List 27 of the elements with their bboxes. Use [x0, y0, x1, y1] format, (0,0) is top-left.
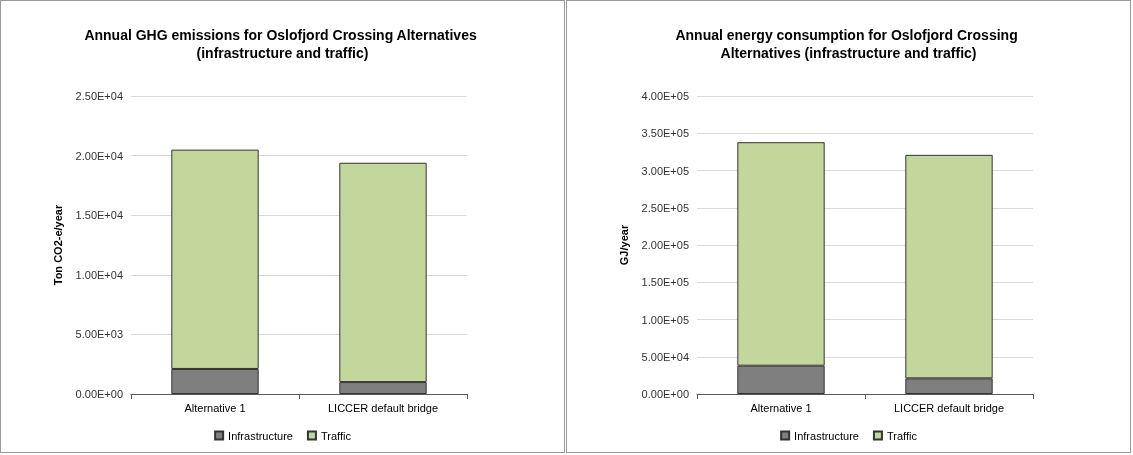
y-tick-label: 5.00E+03: [75, 328, 123, 341]
chart-title: Annual GHG emissions for Oslofjord Crossing Alternatives (infrastructure and traffic): [84, 27, 481, 61]
x-tick-label: Alternative 1: [750, 401, 812, 414]
legend-label: Traffic: [320, 429, 352, 442]
y-tick-label: 4.00E+05: [641, 90, 689, 102]
legend-label: Infrastructure: [228, 429, 293, 442]
y-tick-label: 2.00E+05: [641, 239, 689, 251]
y-axis-title: Ton CO2-e/year: [51, 204, 64, 286]
legend-label: Infrastructure: [794, 429, 859, 442]
x-tick-label: Alternative 1: [184, 401, 246, 414]
y-axis-title: GJ/year: [617, 224, 630, 266]
y-tick-label: 1.00E+04: [75, 268, 123, 281]
y-tick-label: 3.00E+05: [641, 164, 689, 177]
y-tick-label: 1.50E+05: [641, 276, 689, 289]
y-tick-label: 5.00E+04: [641, 350, 689, 363]
y-tick-label: 2.50E+05: [641, 201, 689, 214]
x-tick-label: LICCER default bridge: [327, 401, 439, 414]
chart-title: Annual energy consumption for Oslofjord Crossing Alternatives (infrastructure and traffic): [675, 27, 1022, 61]
y-tick-label: 3.50E+05: [641, 127, 689, 140]
y-tick-label: 2.50E+04: [75, 90, 123, 102]
y-tick-label: 0.00E+00: [641, 388, 689, 400]
y-tick-label: 0.00E+00: [75, 388, 123, 400]
x-tick-label: LICCER default bridge: [893, 401, 1005, 414]
y-tick-label: 1.50E+04: [75, 209, 123, 222]
legend-label: Traffic: [886, 429, 918, 442]
y-tick-label: 1.00E+05: [641, 313, 689, 326]
y-tick-label: 2.00E+04: [75, 149, 123, 162]
